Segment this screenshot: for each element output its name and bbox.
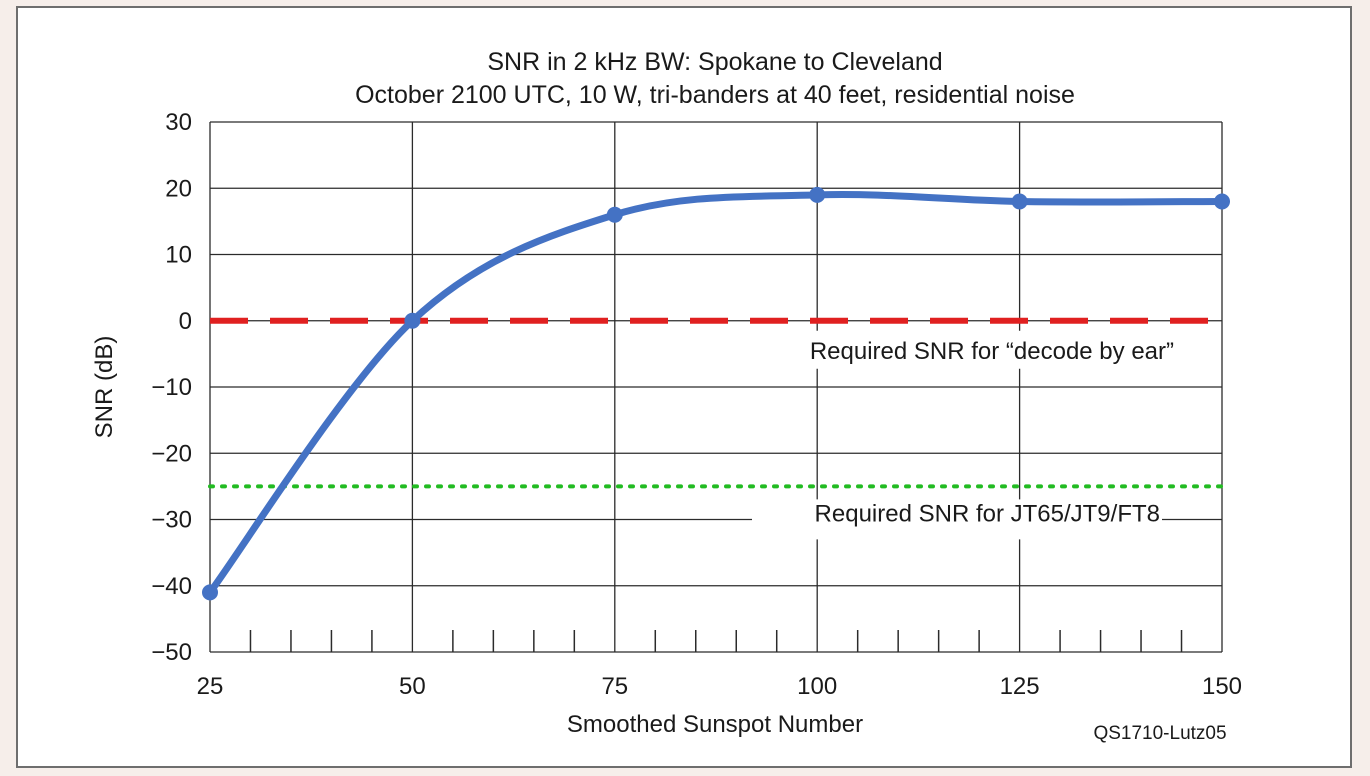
y-tick-label: −20 [151,440,192,467]
minor-ticks [249,630,1183,652]
y-tick-label: 0 [179,308,192,335]
y-tick-labels: 30 20 10 0 −10 −20 −30 −40 −50 [151,109,192,666]
x-tick-label: 25 [197,673,224,700]
figure-credit: QS1710-Lutz05 [1093,723,1226,744]
y-axis-label: SNR (dB) [91,336,118,439]
y-tick-label: −30 [151,507,192,534]
digital-modes-label-bg [752,499,1162,540]
data-point [1011,193,1028,210]
x-tick-label: 75 [601,673,628,700]
decode-by-ear-label-bg [745,330,1177,369]
x-tick-label: 150 [1202,673,1242,700]
y-tick-label: −50 [151,639,192,666]
y-tick-label: 10 [165,242,192,269]
chart-title: SNR in 2 kHz BW: Spokane to Cleveland [487,48,942,76]
data-point [1214,193,1230,210]
decode-by-ear-label: Required SNR for “decode by ear” [810,338,1174,365]
y-tick-label: −10 [151,374,192,401]
data-point [404,312,421,329]
chart-subtitle: October 2100 UTC, 10 W, tri-banders at 4… [355,81,1075,109]
digital-modes-label: Required SNR for JT65/JT9/FT8 [815,500,1160,527]
series-layer [202,186,1230,601]
x-tick-label: 50 [399,673,426,700]
data-point [606,206,623,223]
y-tick-label: 20 [165,175,192,202]
data-point [809,186,826,203]
y-tick-label: 30 [165,109,192,136]
snr-curve [206,190,1226,596]
x-tick-label: 100 [797,673,837,700]
reference-lines: Required SNR for “decode by ear” Required… [208,317,1224,540]
x-axis-label: Smoothed Sunspot Number [567,711,863,738]
y-tick-label: −40 [151,573,192,600]
x-tick-label: 125 [1000,673,1040,700]
x-tick-labels: 25 50 75 100 125 150 [197,673,1242,700]
data-point [202,584,218,601]
